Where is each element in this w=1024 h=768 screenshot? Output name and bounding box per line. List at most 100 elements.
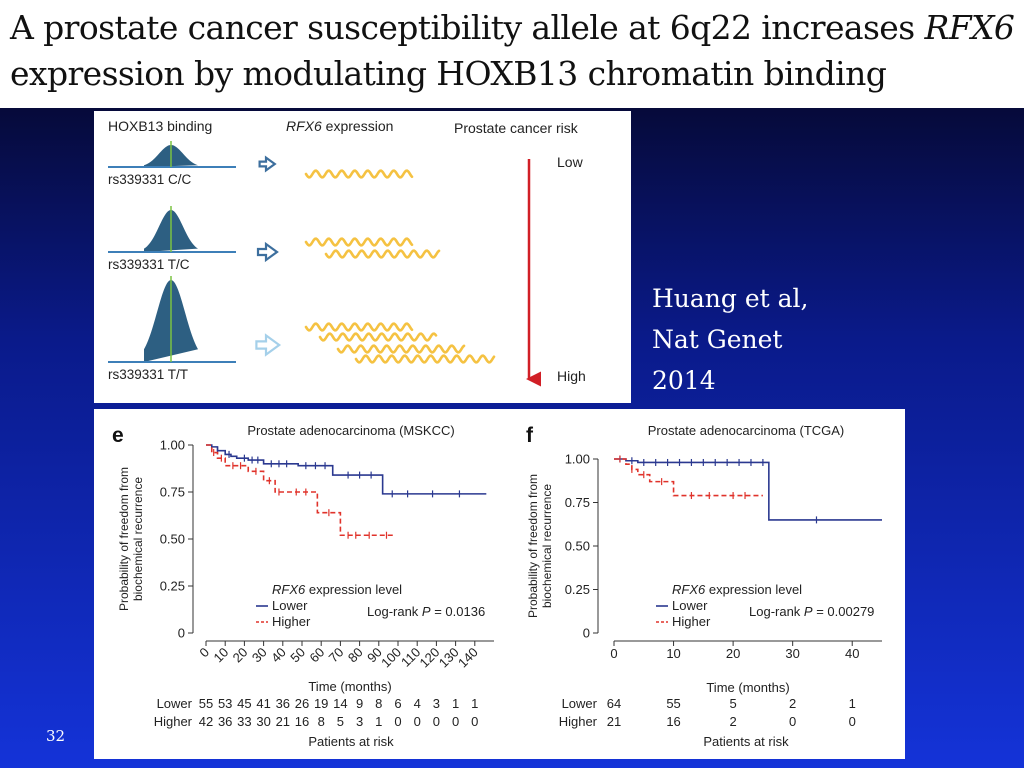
risk-count: 19 <box>314 696 328 711</box>
y-axis-label: Probability of freedom frombiochemical r… <box>117 467 145 611</box>
x-tick-label: 30 <box>249 645 270 666</box>
risk-count: 2 <box>729 714 736 729</box>
rfx6-transcript-wave <box>354 354 496 364</box>
risk-count: 64 <box>607 696 621 711</box>
y-tick-label: 1.00 <box>565 452 590 467</box>
y-axis-label-line: Probability of freedom from <box>526 474 540 618</box>
page-number: 32 <box>46 727 66 745</box>
chart-title: Prostate adenocarcinoma (TCGA) <box>648 423 845 438</box>
risk-count: 1 <box>375 714 382 729</box>
survival-panel: e f Prostate adenocarcinoma (MSKCC) 0 0.25… <box>94 409 905 759</box>
risk-table-title: Patients at risk <box>308 734 394 749</box>
expression-arrow-icon <box>255 333 282 357</box>
rfx6-transcript-wave <box>324 249 441 259</box>
risk-count: 0 <box>394 714 401 729</box>
risk-row-label: Higher <box>559 714 598 729</box>
x-axis-label: Time (months) <box>706 680 789 695</box>
rfx6-transcript-wave <box>304 169 414 179</box>
x-tick-label: 20 <box>230 645 251 666</box>
rfx6-transcript-wave <box>304 237 414 247</box>
col-label-binding: HOXB13 binding <box>108 118 212 134</box>
risk-count: 5 <box>337 714 344 729</box>
risk-count: 21 <box>607 714 621 729</box>
risk-count: 36 <box>218 714 232 729</box>
x-tick-label: 50 <box>287 645 308 666</box>
risk-count: 8 <box>318 714 325 729</box>
x-tick-label: 10 <box>210 645 231 666</box>
rfx6-transcript-wave <box>318 332 438 342</box>
risk-count: 42 <box>199 714 213 729</box>
panel-letter-f: f <box>526 424 534 447</box>
y-axis: 0 0.25 0.50 0.75 1.00 <box>565 452 599 641</box>
expression-arrow-icon <box>256 241 279 263</box>
risk-count: 0 <box>849 714 856 729</box>
risk-high-label: High <box>557 368 586 384</box>
genotype-label: rs339331 T/T <box>108 367 188 382</box>
citation-line-journal: Nat Genet <box>652 325 783 354</box>
rfx6-transcript-wave <box>304 322 414 332</box>
y-tick-label: 0.25 <box>565 582 590 597</box>
legend-entry: Higher <box>672 614 711 629</box>
risk-count: 33 <box>237 714 251 729</box>
km-series-lower <box>614 455 882 524</box>
citation-line-authors: Huang et al, <box>652 284 809 313</box>
risk-count: 0 <box>452 714 459 729</box>
y-axis-label-line: biochemical recurrence <box>540 484 554 608</box>
risk-count: 16 <box>295 714 309 729</box>
x-tick-label: 60 <box>306 645 327 666</box>
col-label-risk: Prostate cancer risk <box>454 120 579 136</box>
title-gene-name: RFX6 <box>924 8 1015 47</box>
slide-title-bar: A prostate cancer susceptibility allele … <box>0 0 1024 108</box>
slide-title-line-2: expression by modulating HOXB13 chromati… <box>10 54 887 93</box>
risk-count: 9 <box>356 696 363 711</box>
logrank-pvalue: Log-rank P = 0.00279 <box>749 604 874 619</box>
citation-line-year: 2014 <box>652 366 716 395</box>
km-curve-higher <box>206 444 395 537</box>
risk-count: 55 <box>199 696 213 711</box>
y-tick-label: 0.50 <box>160 532 185 547</box>
genotype-row: rs339331 C/C <box>108 141 414 187</box>
col-label-expression: RFX6 expression <box>286 118 393 134</box>
rfx6-transcript-wave <box>336 344 466 354</box>
km-series-higher <box>614 455 763 500</box>
legend-title: RFX6 expression level <box>272 582 402 597</box>
risk-count: 21 <box>276 714 290 729</box>
legend-entry: Lower <box>272 598 308 613</box>
y-axis-label-line: Probability of freedom from <box>117 467 131 611</box>
risk-count: 26 <box>295 696 309 711</box>
risk-count: 41 <box>256 696 270 711</box>
risk-count: 55 <box>666 696 680 711</box>
risk-count: 30 <box>256 714 270 729</box>
x-axis-label: Time (months) <box>308 679 391 694</box>
y-axis-label: Probability of freedom frombiochemical r… <box>526 474 554 618</box>
genotype-row: rs339331 T/C <box>108 206 441 272</box>
x-tick-label: 0 <box>196 645 212 661</box>
risk-low-label: Low <box>557 154 584 170</box>
risk-count: 16 <box>666 714 680 729</box>
x-tick-label: 0 <box>610 646 617 661</box>
x-tick-label: 70 <box>326 645 347 666</box>
logrank-pvalue: Log-rank P = 0.0136 <box>367 604 485 619</box>
risk-count: 3 <box>433 696 440 711</box>
y-axis: 0 0.25 0.50 0.75 1.00 <box>160 438 194 641</box>
km-chart-tcga: Prostate adenocarcinoma (TCGA) 0 0.25 0.50 0… <box>526 423 882 749</box>
km-curve-higher <box>614 458 763 497</box>
chart-title: Prostate adenocarcinoma (MSKCC) <box>247 423 454 438</box>
y-tick-label: 0.50 <box>565 539 590 554</box>
x-tick-label: 30 <box>785 646 799 661</box>
legend-entry: Higher <box>272 614 311 629</box>
expression-arrow-icon <box>258 155 277 173</box>
risk-count: 3 <box>356 714 363 729</box>
risk-row-label: Higher <box>154 714 193 729</box>
km-chart-mskcc: Prostate adenocarcinoma (MSKCC) 0 0.25 0.50… <box>117 423 494 749</box>
risk-count: 0 <box>433 714 440 729</box>
risk-table-title: Patients at risk <box>703 734 789 749</box>
risk-count: 5 <box>729 696 736 711</box>
genotype-row: rs339331 T/T <box>108 276 496 382</box>
risk-count: 1 <box>452 696 459 711</box>
